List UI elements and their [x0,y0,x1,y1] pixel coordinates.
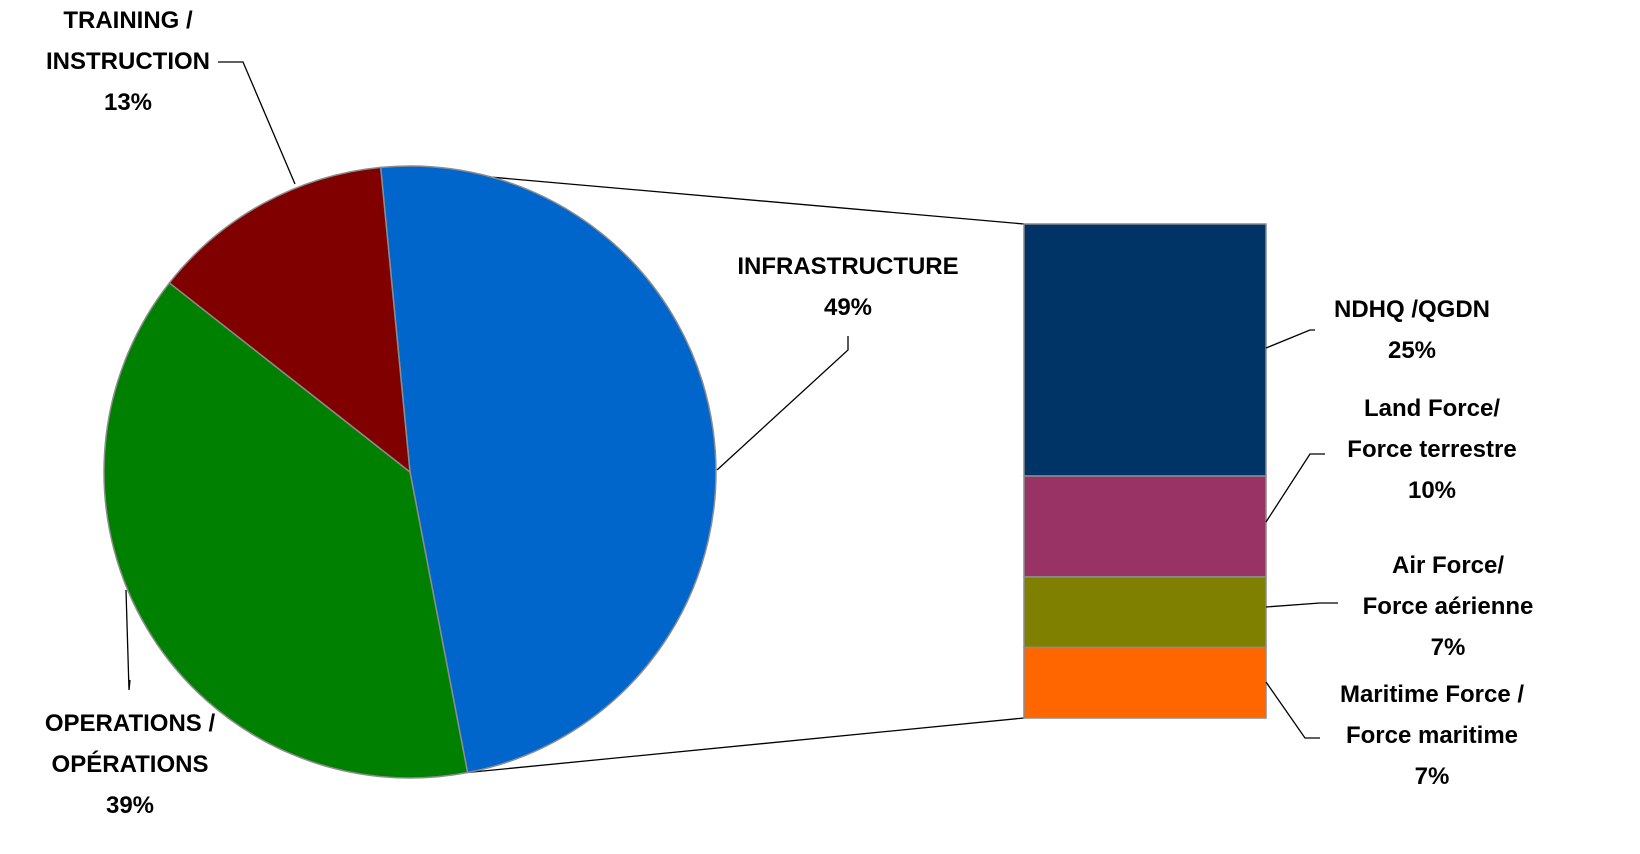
label-leader-lines [125,61,1338,739]
bar-segment-air-force-force-aerienne [1023,576,1267,649]
leader-line-infrastructure [716,336,849,471]
bar-segment-maritime-force-force-maritime [1023,646,1267,719]
data-label-operations-operations: OPERATIONS / OPÉRATIONS 39% [45,710,216,819]
leader-line-operations-operations [125,589,131,691]
leader-line-maritime-force-force-maritime [1265,681,1320,739]
connector-line-bottom [467,717,1025,774]
pie-slice-infrastructure [379,165,717,774]
leader-line-ndhq-qgdn [1265,329,1315,349]
bar-segment-ndhq-qgdn [1023,223,1267,477]
data-label-infrastructure: INFRASTRUCTURE 49% [737,253,958,321]
leader-line-air-force-force-aerienne [1265,602,1338,608]
leader-line-training-instruction [218,61,296,185]
pie-slice-operations-operations [103,281,469,779]
pie-slice-training-instruction [168,166,411,474]
data-label-land-force-force-terrestre: Land Force/Force terrestre 10% [1347,395,1516,504]
data-label-training-instruction: TRAINING / INSTRUCTION 13% [46,7,210,116]
data-label-maritime-force-force-maritime: Maritime Force / Force maritime 7% [1340,681,1524,790]
leader-line-land-force-force-terrestre [1265,453,1325,523]
data-labels: INFRASTRUCTURE 49% OPERATIONS / OPÉRATIONS 3… [45,7,1534,819]
bar-segment-land-force-force-terrestre [1023,475,1267,578]
data-label-ndhq-qgdn: NDHQ /QGDN 25% [1334,296,1490,364]
breakdown-bar [1023,223,1267,719]
pie [103,165,717,779]
data-label-air-force-force-aerienne: Air Force/Force aérienne 7% [1363,552,1534,661]
